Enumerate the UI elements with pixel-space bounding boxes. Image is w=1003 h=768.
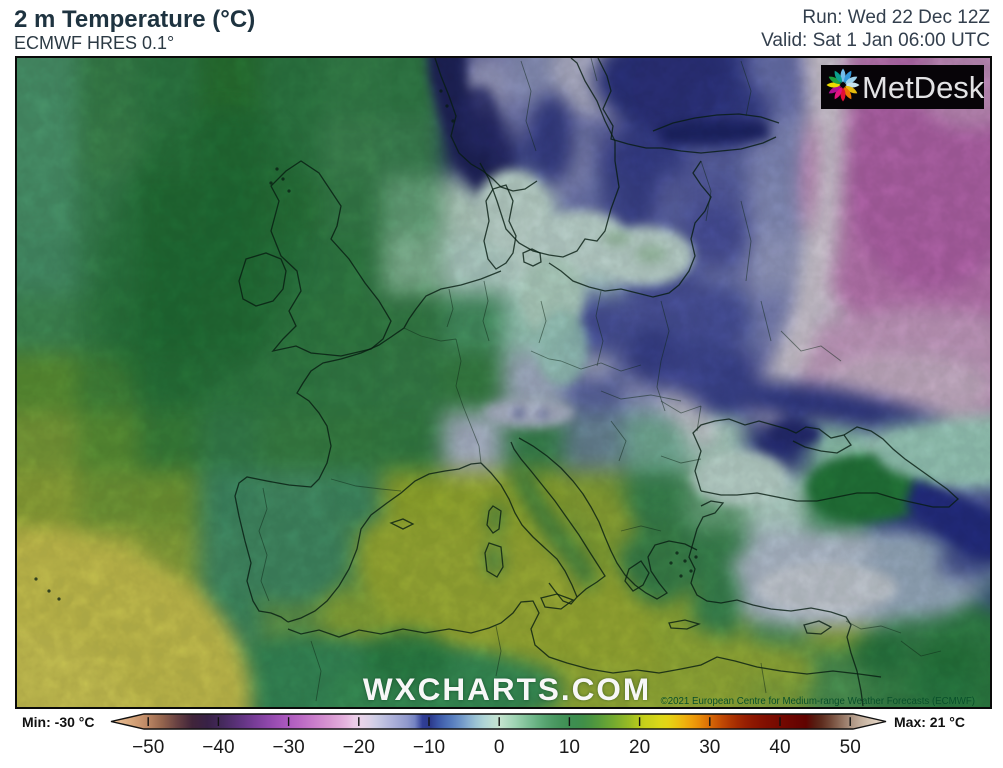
svg-text:30: 30 bbox=[699, 737, 720, 758]
svg-text:©2021 European Centre for Medi: ©2021 European Centre for Medium-range W… bbox=[661, 696, 975, 707]
svg-text:Max: 21 °C: Max: 21 °C bbox=[894, 714, 965, 730]
svg-text:−50: −50 bbox=[132, 737, 164, 758]
svg-text:−20: −20 bbox=[343, 737, 375, 758]
svg-text:WXCHARTS.COM: WXCHARTS.COM bbox=[363, 671, 651, 707]
svg-text:20: 20 bbox=[629, 737, 650, 758]
svg-text:−10: −10 bbox=[413, 737, 445, 758]
svg-text:50: 50 bbox=[840, 737, 861, 758]
svg-text:10: 10 bbox=[559, 737, 580, 758]
svg-text:40: 40 bbox=[769, 737, 790, 758]
svg-text:−30: −30 bbox=[272, 737, 304, 758]
svg-text:Min: -30 °C: Min: -30 °C bbox=[22, 714, 95, 730]
svg-text:0: 0 bbox=[494, 737, 505, 758]
svg-text:MetDesk: MetDesk bbox=[862, 70, 985, 105]
svg-text:−40: −40 bbox=[202, 737, 234, 758]
